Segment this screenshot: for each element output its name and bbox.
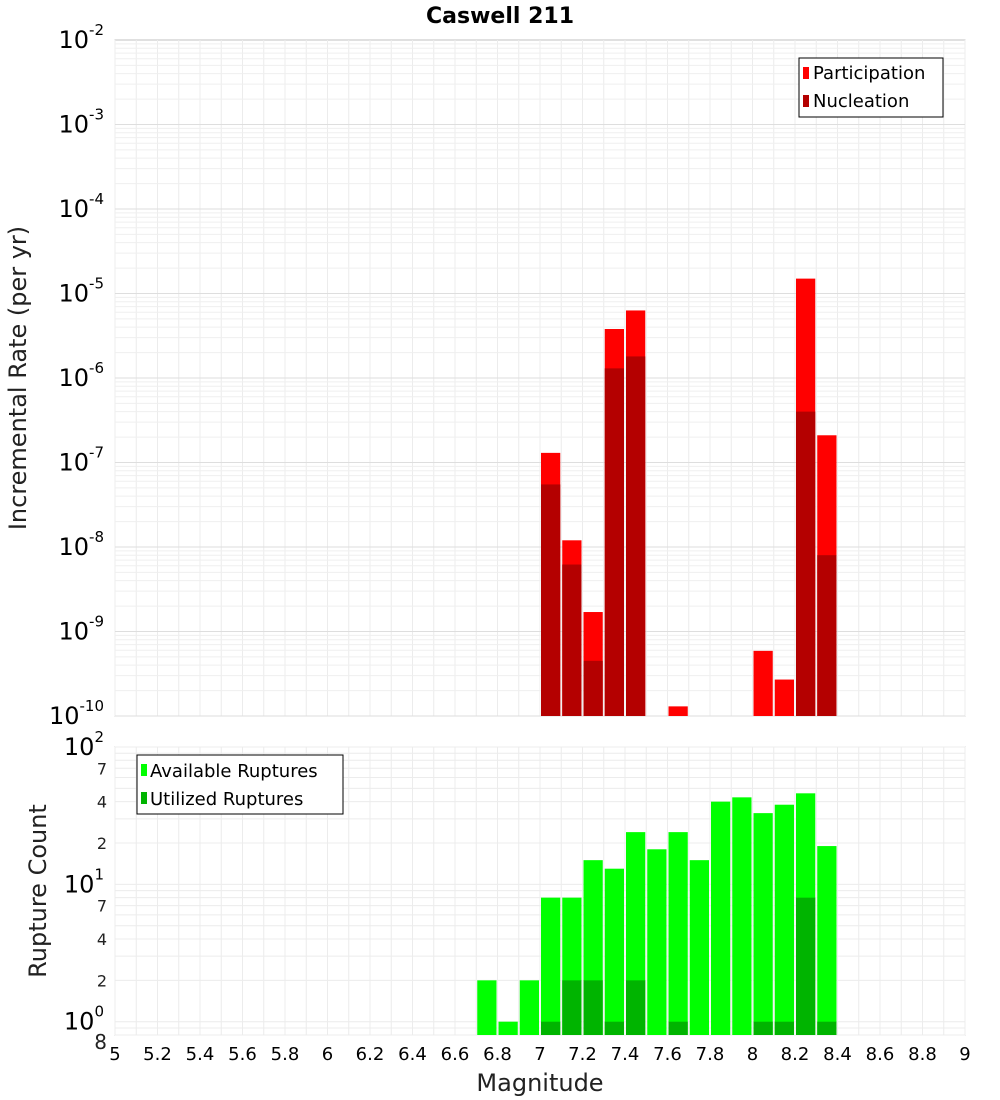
bar-available — [689, 860, 709, 1035]
y-minor-tick-label: 7 — [97, 759, 107, 778]
top-legend: Participation Nucleation — [798, 57, 944, 118]
bar-nucleation — [817, 555, 837, 716]
incremental-rate-panel: 10-2 10-3 10-4 10-5 10-6 10-7 10-8 10-9 10-10 In… — [4, 21, 966, 730]
y-tick-label: 10-6 — [58, 359, 104, 392]
y-tick-label: 10-3 — [58, 106, 104, 139]
y-minor-tick-label: 2 — [97, 971, 107, 990]
y-tick-label: 102 — [64, 728, 104, 761]
bar-utilized — [796, 897, 816, 1035]
bar-utilized — [562, 980, 582, 1035]
y-tick-label: 100 — [64, 1003, 104, 1036]
bar-available — [477, 980, 497, 1035]
bar-participation — [753, 650, 773, 716]
bar-available — [774, 804, 794, 1035]
y-tick-label: 10-8 — [58, 528, 104, 561]
legend-label-available: Available Ruptures — [150, 761, 318, 782]
legend-swatch-available — [141, 764, 147, 776]
bar-available — [732, 797, 752, 1035]
bar-nucleation — [796, 411, 816, 716]
x-tick-label: 8.8 — [908, 1044, 937, 1065]
bar-nucleation — [562, 564, 582, 716]
bar-available — [541, 897, 561, 1035]
bottom-y-axis-label: Rupture Count — [24, 804, 52, 978]
legend-swatch-participation — [803, 67, 809, 79]
legend-label-nucleation: Nucleation — [813, 91, 909, 112]
x-tick-label: 5.2 — [143, 1044, 172, 1065]
bar-utilized — [626, 980, 646, 1035]
y-tick-label: 10-9 — [58, 613, 104, 646]
bar-nucleation — [626, 356, 646, 716]
x-tick-label: 7.2 — [568, 1044, 597, 1065]
x-tick-label: 8.6 — [866, 1044, 895, 1065]
x-tick-label: 6.6 — [441, 1044, 470, 1065]
bar-utilized — [817, 1021, 837, 1035]
bar-available — [519, 980, 539, 1035]
x-tick-labels: 5 5.2 5.4 5.6 5.8 6 6.2 6.4 6.6 6.8 7 7.2 7.4 7.6 7.8 8… — [109, 1044, 970, 1065]
chart-title: Caswell 211 — [426, 4, 574, 29]
bottom-legend: Available Ruptures Utilized Ruptures — [136, 754, 344, 815]
bar-utilized — [753, 1021, 773, 1035]
bar-utilized — [583, 980, 603, 1035]
bar-available — [604, 868, 624, 1035]
top-y-axis-label: Incremental Rate (per yr) — [4, 226, 32, 530]
x-tick-label: 6.4 — [398, 1044, 427, 1065]
bar-available — [498, 1021, 518, 1035]
legend-label-utilized: Utilized Ruptures — [150, 789, 303, 810]
bottom-bars — [477, 793, 837, 1035]
x-tick-label: 5.4 — [186, 1044, 215, 1065]
bar-available — [668, 832, 688, 1035]
y-tick-label: 10-5 — [58, 275, 104, 308]
x-tick-label: 8.2 — [781, 1044, 810, 1065]
y-minor-tick-label: 4 — [97, 930, 107, 949]
top-y-tick-labels: 10-2 10-3 10-4 10-5 10-6 10-7 10-8 10-9 10-10 — [49, 21, 104, 730]
bar-participation — [774, 679, 794, 716]
y-tick-label: 10-10 — [49, 697, 104, 730]
x-tick-label: 8.4 — [823, 1044, 852, 1065]
bar-utilized — [668, 1021, 688, 1035]
x-tick-label: 6.8 — [483, 1044, 512, 1065]
top-legend-box — [798, 57, 944, 118]
x-axis-label: Magnitude — [476, 1069, 603, 1097]
x-tick-label: 5.6 — [228, 1044, 257, 1065]
x-tick-label: 5 — [109, 1044, 120, 1065]
y-minor-tick-label: 4 — [97, 793, 107, 812]
y-tick-label: 10-4 — [58, 190, 104, 223]
bar-available — [647, 849, 667, 1035]
bar-nucleation — [541, 484, 561, 716]
x-tick-label: 7 — [534, 1044, 545, 1065]
bar-available — [817, 846, 837, 1035]
bar-nucleation — [604, 368, 624, 716]
y-tick-label: 101 — [64, 865, 104, 898]
rupture-count-panel: 102 101 100 7 4 2 7 4 2 8 5 5.2 5.4 5.6 5.8 6 6.2 6.4 6.6… — [24, 728, 971, 1097]
x-tick-label: 8 — [747, 1044, 758, 1065]
x-tick-label: 7.4 — [611, 1044, 640, 1065]
top-gridlines — [114, 40, 966, 717]
bar-available — [711, 801, 731, 1035]
y-tick-label: 10-7 — [58, 444, 104, 477]
bottom-y-tick-labels: 102 101 100 7 4 2 7 4 2 8 — [64, 728, 107, 1054]
bar-available — [753, 813, 773, 1035]
bar-utilized — [774, 1021, 794, 1035]
bottom-legend-box — [136, 754, 344, 815]
x-tick-label: 6 — [322, 1044, 333, 1065]
x-tick-label: 6.2 — [356, 1044, 385, 1065]
bar-participation — [668, 706, 688, 716]
legend-swatch-utilized — [141, 792, 147, 804]
legend-swatch-nucleation — [803, 95, 809, 107]
legend-label-participation: Participation — [813, 63, 925, 84]
y-minor-tick-label: 8 — [94, 1030, 107, 1054]
x-tick-label: 7.8 — [696, 1044, 725, 1065]
bar-utilized — [604, 1021, 624, 1035]
top-bars — [541, 278, 837, 716]
bar-utilized — [541, 1021, 561, 1035]
y-tick-label: 10-2 — [58, 21, 104, 54]
y-minor-tick-label: 7 — [97, 897, 107, 916]
bar-nucleation — [583, 660, 603, 716]
y-minor-tick-label: 2 — [97, 834, 107, 853]
x-tick-label: 7.6 — [653, 1044, 682, 1065]
x-tick-label: 5.8 — [271, 1044, 300, 1065]
x-tick-label: 9 — [959, 1044, 970, 1065]
